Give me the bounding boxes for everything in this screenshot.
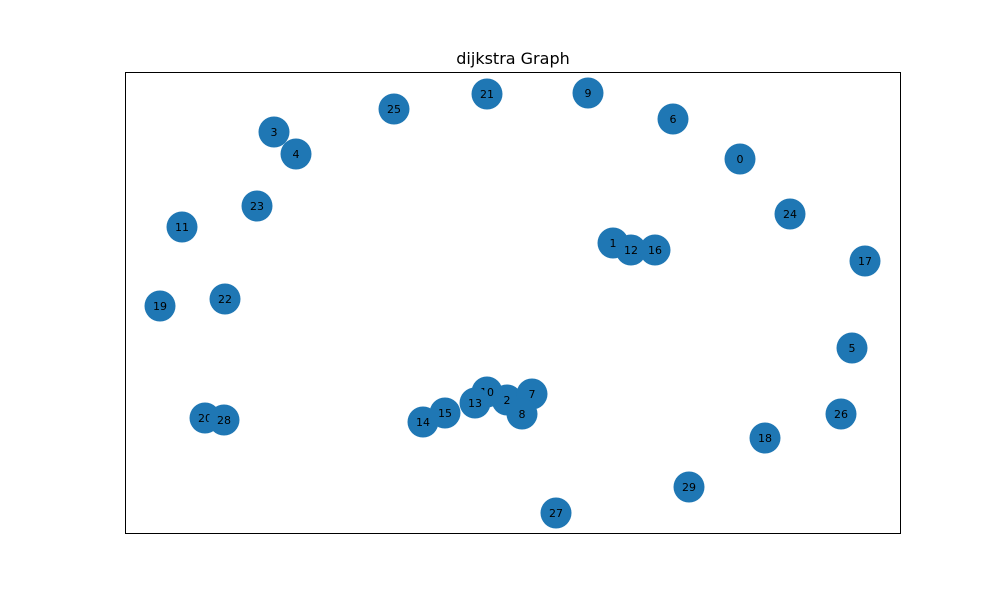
graph-node: 24 <box>774 198 806 230</box>
node-label: 17 <box>858 255 872 268</box>
graph-node: 16 <box>639 234 671 266</box>
node-label: 28 <box>217 414 231 427</box>
node-label: 8 <box>519 408 526 421</box>
node-label: 3 <box>271 126 278 139</box>
node-label: 15 <box>438 407 452 420</box>
graph-node: 17 <box>849 245 881 277</box>
node-circle <box>378 93 410 125</box>
node-label: 16 <box>648 244 662 257</box>
graph-node: 25 <box>378 93 410 125</box>
node-circle <box>429 397 461 429</box>
node-label: 24 <box>783 208 797 221</box>
graph-node: 8 <box>506 398 538 430</box>
node-circle <box>241 190 273 222</box>
graph-node: 13 <box>459 387 491 419</box>
node-label: 19 <box>153 300 167 313</box>
node-circle <box>849 245 881 277</box>
graph-node: 0 <box>724 143 756 175</box>
node-label: 27 <box>549 507 563 520</box>
node-label: 0 <box>737 153 744 166</box>
node-label: 26 <box>834 408 848 421</box>
node-label: 21 <box>480 88 494 101</box>
node-circle <box>258 116 290 148</box>
node-circle <box>724 143 756 175</box>
graph-node: 26 <box>825 398 857 430</box>
node-circle <box>615 234 647 266</box>
node-label: 12 <box>624 244 638 257</box>
node-circle <box>144 290 176 322</box>
graph-node: 6 <box>657 103 689 135</box>
node-circle <box>459 387 491 419</box>
node-circle <box>540 497 572 529</box>
graph-node: 29 <box>673 471 705 503</box>
node-label: 9 <box>585 87 592 100</box>
node-label: 25 <box>387 103 401 116</box>
node-label: 6 <box>670 113 677 126</box>
node-label: 4 <box>293 148 300 161</box>
graph-node: 9 <box>572 77 604 109</box>
node-circle <box>471 78 503 110</box>
node-circle <box>280 138 312 170</box>
node-label: 11 <box>175 221 189 234</box>
node-label: 20 <box>198 412 212 425</box>
graph-node: 5 <box>836 332 868 364</box>
node-circle <box>749 422 781 454</box>
graph-node: 15 <box>429 397 461 429</box>
graph-node: 18 <box>749 422 781 454</box>
node-circle <box>657 103 689 135</box>
graph-node: 12 <box>615 234 647 266</box>
nodes-layer: 0123456789101112131415161718192021222324… <box>144 77 881 529</box>
node-label: 1 <box>610 237 617 250</box>
graph-node: 28 <box>208 404 240 436</box>
node-circle <box>209 283 241 315</box>
node-label: 2 <box>504 394 511 407</box>
node-circle <box>639 234 671 266</box>
graph-node: 21 <box>471 78 503 110</box>
node-label: 18 <box>758 432 772 445</box>
node-circle <box>506 398 538 430</box>
node-circle <box>836 332 868 364</box>
graph-node: 4 <box>280 138 312 170</box>
node-circle <box>166 211 198 243</box>
node-label: 22 <box>218 293 232 306</box>
node-label: 13 <box>468 397 482 410</box>
node-label: 23 <box>250 200 264 213</box>
graph-node: 23 <box>241 190 273 222</box>
graph-node: 19 <box>144 290 176 322</box>
node-label: 29 <box>682 481 696 494</box>
graph-title: dijkstra Graph <box>456 49 569 68</box>
node-circle <box>825 398 857 430</box>
node-label: 14 <box>416 416 430 429</box>
node-circle <box>673 471 705 503</box>
node-circle <box>572 77 604 109</box>
graph-node: 27 <box>540 497 572 529</box>
node-label: 7 <box>529 388 536 401</box>
graph-node: 3 <box>258 116 290 148</box>
node-circle <box>774 198 806 230</box>
node-label: 5 <box>849 342 856 355</box>
graph-node: 22 <box>209 283 241 315</box>
node-circle <box>208 404 240 436</box>
graph-node: 11 <box>166 211 198 243</box>
plot-frame <box>125 72 901 534</box>
